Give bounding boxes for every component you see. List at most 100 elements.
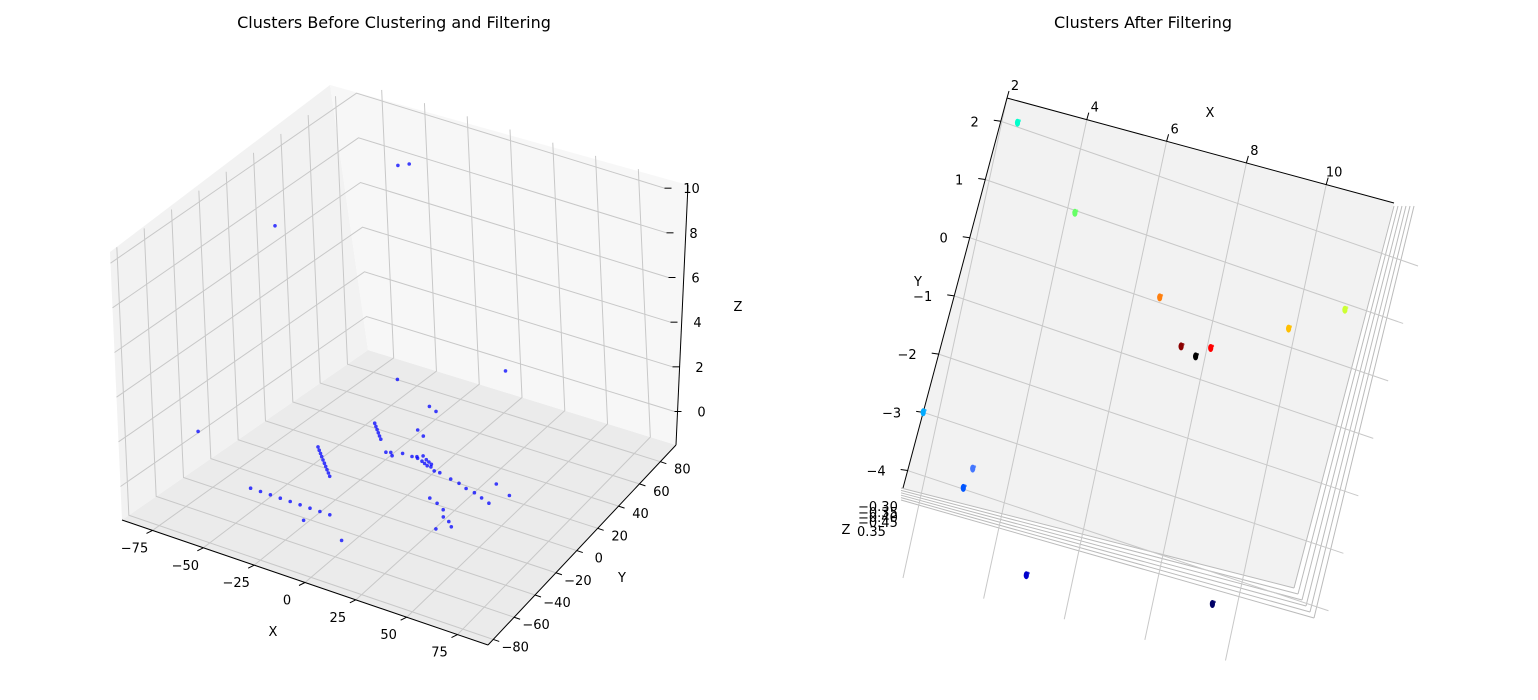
x-axis-label: X — [269, 625, 278, 640]
data-point — [449, 525, 454, 529]
x-gridline — [253, 116, 480, 566]
x-gridline — [983, 119, 1088, 599]
data-point — [441, 515, 446, 519]
z-tick-label: 10 — [683, 182, 700, 197]
x-gridline — [152, 89, 395, 531]
x-tick-label: −25 — [222, 576, 249, 591]
x-tick-label: 25 — [330, 611, 347, 626]
left-chart-title: Clusters Before Clustering and Filtering — [237, 13, 551, 32]
top-pane — [903, 98, 1394, 588]
cluster-point — [1196, 353, 1199, 356]
y-tick-label: 1 — [955, 173, 963, 188]
data-point — [325, 467, 329, 472]
x-tick — [247, 564, 255, 569]
x-tick-label: −75 — [121, 541, 148, 556]
data-point — [434, 527, 438, 531]
cluster-point — [973, 465, 977, 468]
z-tick-label: −0.35 — [858, 506, 898, 521]
y-gridline — [116, 247, 494, 640]
cluster-point — [1160, 294, 1164, 297]
y-tick-label: 2 — [971, 115, 979, 130]
side-slab-edge — [1305, 205, 1407, 607]
x-tick — [1166, 134, 1170, 142]
x-gridline — [902, 97, 1008, 579]
data-point — [258, 489, 263, 494]
z-tick-labels: −0.30−0.35−0.40−0.450.35 — [857, 500, 898, 540]
data-point — [457, 481, 461, 486]
bottom-slab-edge — [900, 492, 1303, 601]
y-tick — [978, 177, 986, 180]
y-tick-label: 0 — [595, 552, 603, 567]
y-gridline — [923, 411, 1344, 554]
z-axis-line — [675, 184, 689, 446]
bottom-slab-edge — [900, 494, 1307, 607]
x-tick-label: 10 — [1326, 166, 1343, 181]
y-gridline — [335, 96, 661, 463]
x-axis-line — [1006, 97, 1395, 204]
data-point — [435, 501, 439, 506]
data-point — [400, 451, 405, 456]
y-gridline — [969, 237, 1389, 382]
z-tick-label: 2 — [695, 361, 703, 376]
x-tick-label: 0 — [283, 594, 291, 609]
cluster-point — [1018, 119, 1021, 123]
z-gridline — [110, 92, 665, 264]
cluster-point — [923, 408, 927, 412]
z-tick-label: 8 — [689, 227, 697, 242]
y-axis-label: Y — [617, 571, 626, 586]
y-tick-label: 80 — [674, 463, 691, 478]
data-point — [415, 454, 419, 459]
data-point — [410, 454, 414, 459]
data-point — [407, 162, 412, 166]
data-point — [441, 507, 446, 512]
data-point — [273, 224, 277, 228]
data-point — [447, 519, 451, 524]
x-tick-label: 50 — [380, 628, 397, 643]
y-tick — [513, 616, 521, 620]
data-point — [288, 499, 293, 504]
x-tick — [146, 529, 153, 534]
x-tick — [197, 547, 204, 552]
cluster-point — [1345, 306, 1349, 310]
data-point — [429, 462, 434, 467]
data-point — [318, 509, 322, 514]
x-tick — [349, 599, 357, 604]
data-point — [421, 434, 426, 438]
data-point — [339, 538, 344, 543]
y-tick-label: 20 — [611, 529, 628, 544]
y-gridline — [985, 179, 1404, 324]
z-gridline — [114, 181, 669, 353]
data-point — [298, 503, 302, 507]
y-gridline — [907, 470, 1329, 612]
data-point — [328, 513, 332, 517]
right-3d-scatter-plot: 2 4 6 8 10 −4 −3 −2 −1 0 1 2 −0.30−0.35−0.40−0.450.3… — [842, 13, 1419, 661]
data-point — [434, 409, 438, 414]
y-axis-label: Y — [913, 275, 922, 290]
z-tick-label: −0.45 — [858, 516, 898, 531]
y-tick — [555, 572, 563, 576]
x-tick-label: 4 — [1091, 101, 1099, 116]
data-point — [323, 464, 328, 469]
data-point — [248, 486, 253, 491]
x-gridline — [406, 155, 609, 618]
z-gridline — [112, 137, 667, 309]
x-tick-label: 8 — [1250, 144, 1258, 159]
data-point — [472, 490, 477, 495]
y-tick-label: −1 — [913, 290, 932, 305]
x-tick-label: −50 — [172, 559, 199, 574]
y-tick — [900, 469, 908, 472]
side-slab-edge — [1301, 205, 1403, 601]
y-tick — [962, 236, 970, 239]
data-point — [487, 501, 491, 506]
x-tick — [1086, 112, 1090, 120]
cluster-point — [963, 484, 967, 488]
x-gridline — [203, 103, 437, 549]
data-point — [377, 434, 382, 438]
z-tick-label: 0.35 — [857, 525, 886, 540]
y-tick-label: −80 — [502, 640, 529, 655]
data-point — [464, 486, 468, 491]
z-axis-label: Z — [734, 300, 743, 315]
x-axis-label: X — [1206, 106, 1215, 121]
data-point — [308, 506, 312, 511]
bottom-slab-edge — [900, 489, 1299, 595]
